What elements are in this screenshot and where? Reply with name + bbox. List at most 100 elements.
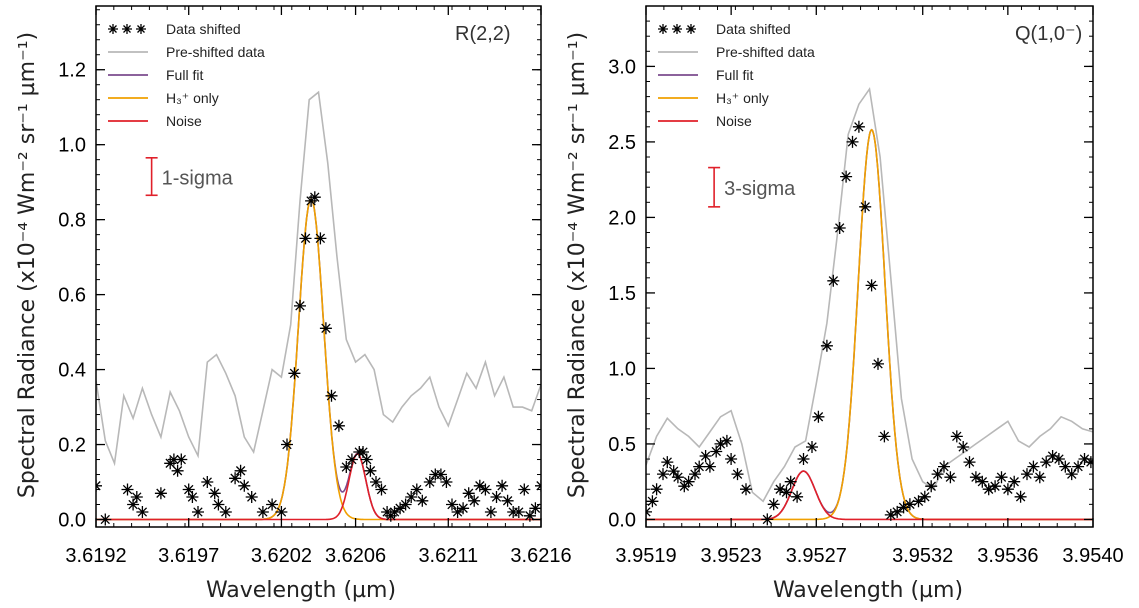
sigma-bar-r22: 1-sigma bbox=[145, 157, 234, 197]
data-point bbox=[484, 506, 497, 518]
data-point bbox=[345, 453, 358, 466]
legend-q10: Data shifted Pre-shifted data Full fit H₃⁺ … bbox=[658, 21, 815, 129]
data-point bbox=[212, 498, 225, 511]
data-point bbox=[950, 430, 963, 443]
data-point bbox=[375, 483, 388, 496]
legend-label: Data shifted bbox=[716, 21, 791, 37]
data-point bbox=[388, 506, 401, 518]
data-point bbox=[865, 279, 878, 292]
data-point bbox=[1065, 468, 1078, 481]
data-point bbox=[314, 232, 327, 245]
data-point bbox=[646, 495, 659, 508]
data-point bbox=[299, 232, 312, 245]
data-point bbox=[797, 453, 810, 465]
panel-q10: 0.0 0.5 1.0 1.5 2.0 2.5 3.0 3.9519 3.9523 3.9527 3… bbox=[565, 5, 1124, 603]
x-tick-label: 3.9540 bbox=[1062, 545, 1123, 567]
data-point bbox=[281, 438, 293, 451]
y-tick-label: 1.0 bbox=[58, 135, 86, 157]
data-point bbox=[699, 450, 712, 462]
legend-label: H₃⁺ only bbox=[716, 90, 769, 106]
data-point bbox=[340, 461, 353, 473]
full-fit-line-q10 bbox=[646, 128, 1093, 521]
data-point bbox=[812, 410, 825, 423]
data-point bbox=[490, 491, 503, 503]
x-tick-label: 3.6197 bbox=[158, 545, 219, 567]
data-point bbox=[678, 480, 691, 493]
x-tick-label: 3.9523 bbox=[701, 545, 762, 567]
data-point bbox=[201, 476, 214, 488]
sigma-bar-q10: 3-sigma bbox=[708, 166, 796, 208]
data-point bbox=[405, 491, 418, 503]
data-point bbox=[852, 120, 865, 133]
y-tick-label: 0.5 bbox=[608, 434, 636, 456]
data-points-r22 bbox=[96, 191, 541, 526]
data-point bbox=[1033, 471, 1046, 484]
data-point bbox=[357, 446, 369, 458]
legend-label: Pre-shifted data bbox=[716, 44, 815, 60]
series-layer-r22 bbox=[96, 90, 541, 526]
legend-label: Noise bbox=[716, 113, 752, 129]
data-point bbox=[969, 471, 982, 484]
data-point bbox=[1040, 456, 1053, 469]
legend-r22: Data shifted Pre-shifted data Full fit H₃⁺ … bbox=[108, 21, 265, 129]
legend-marker-data bbox=[686, 24, 696, 34]
legend-marker-data bbox=[136, 24, 146, 34]
legend-label: Noise bbox=[166, 113, 202, 129]
data-point bbox=[523, 509, 536, 522]
data-point bbox=[791, 490, 804, 503]
data-point bbox=[938, 460, 950, 473]
data-point bbox=[740, 483, 752, 496]
data-point bbox=[767, 498, 780, 511]
x-tick-label: 3.9536 bbox=[977, 545, 1038, 567]
data-point bbox=[171, 464, 184, 477]
data-point bbox=[1001, 483, 1014, 496]
data-point bbox=[682, 475, 695, 488]
data-point bbox=[710, 445, 723, 458]
y-tick-label: 0.0 bbox=[608, 509, 636, 531]
data-point bbox=[154, 487, 167, 500]
plot-area-q10: 0.0 0.5 1.0 1.5 2.0 2.5 3.0 3.9519 3.9523 3.9527 3… bbox=[608, 5, 1124, 567]
series-layer-q10 bbox=[646, 87, 1093, 526]
line-annotation-r22: R(2,2) bbox=[455, 23, 511, 45]
x-tick-label: 3.9532 bbox=[892, 545, 953, 567]
data-point bbox=[944, 471, 957, 484]
legend-label: Full fit bbox=[166, 67, 203, 83]
data-point bbox=[496, 479, 509, 492]
data-point bbox=[703, 460, 716, 473]
plot-frame-r22 bbox=[95, 5, 542, 528]
data-point bbox=[410, 483, 423, 496]
data-point bbox=[512, 506, 525, 518]
data-point bbox=[725, 453, 738, 465]
data-point bbox=[186, 491, 199, 503]
data-point bbox=[360, 453, 373, 466]
data-point bbox=[136, 506, 149, 518]
preshifted-line-r22 bbox=[96, 90, 541, 467]
sigma-label: 3-sigma bbox=[724, 178, 796, 200]
data-point bbox=[1078, 453, 1091, 465]
data-point bbox=[294, 299, 306, 312]
data-point bbox=[657, 468, 669, 481]
data-point bbox=[912, 495, 925, 508]
data-point bbox=[175, 453, 188, 466]
x-tick-label: 3.9527 bbox=[786, 545, 847, 567]
data-point bbox=[963, 456, 976, 469]
legend-marker-data bbox=[108, 24, 118, 34]
y-tick-label: 0.8 bbox=[58, 210, 86, 232]
data-point bbox=[462, 487, 475, 500]
data-point bbox=[473, 479, 486, 492]
data-point bbox=[714, 437, 727, 450]
x-axis-title-q10: Wavelength (µm) bbox=[773, 578, 963, 603]
legend-label: Full fit bbox=[716, 67, 753, 83]
data-point bbox=[275, 506, 288, 518]
data-point bbox=[1021, 468, 1033, 481]
sigma-label: 1-sigma bbox=[162, 168, 234, 190]
data-point bbox=[774, 483, 787, 496]
data-point bbox=[219, 506, 232, 518]
data-point bbox=[319, 322, 332, 335]
data-point bbox=[761, 513, 774, 526]
legend-label: Data shifted bbox=[166, 21, 241, 37]
data-point bbox=[479, 483, 492, 496]
data-point bbox=[995, 471, 1008, 484]
data-point bbox=[234, 464, 247, 477]
data-point bbox=[99, 513, 112, 526]
